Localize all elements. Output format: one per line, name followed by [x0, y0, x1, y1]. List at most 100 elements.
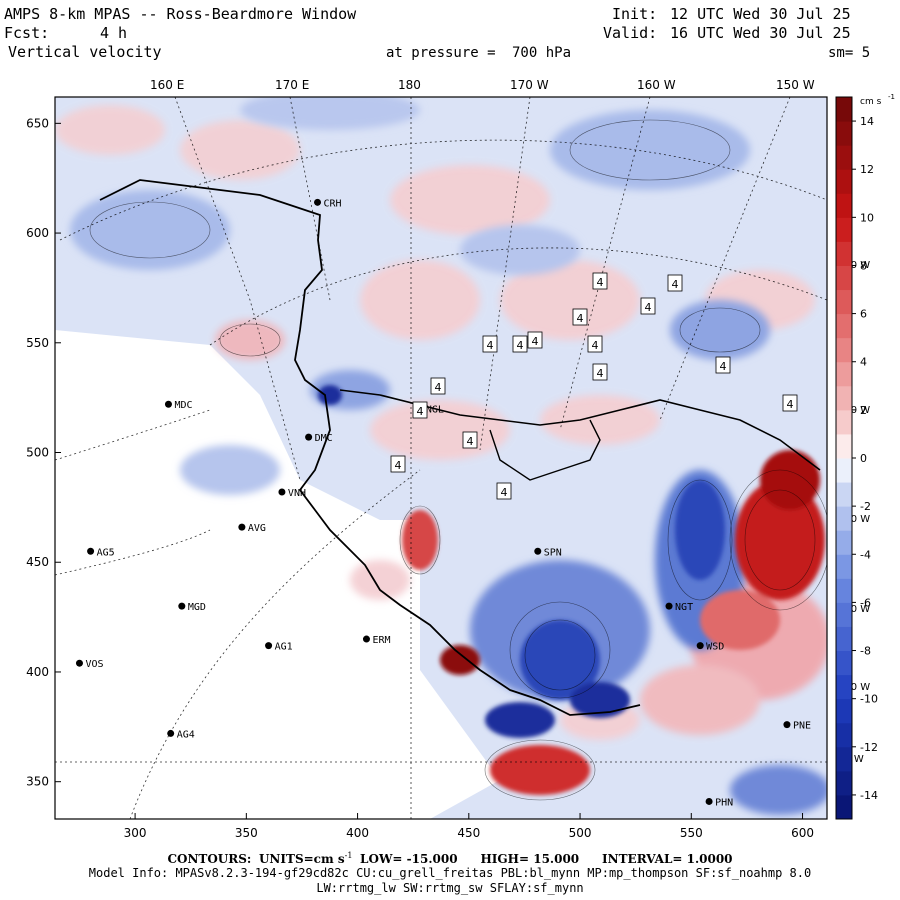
y-tick-label: 450	[26, 555, 49, 569]
colorbar-segment	[836, 289, 852, 315]
extremum-value: 4	[395, 459, 402, 472]
colorbar: 14 12 10 8 6 4 2 0 -2 -4 -6 -8 -10 -12 -14 cm s -1	[835, 93, 895, 820]
lon-label: 160 E	[150, 78, 185, 92]
forecast-hour: 4 h	[100, 24, 128, 42]
station-marker: AG1	[265, 642, 293, 653]
colorbar-unit: cm s	[860, 97, 882, 107]
extremum-box	[390, 455, 406, 473]
extremum-label: 4	[496, 482, 512, 500]
init-time: 12 UTC Wed 30 Jul 25	[670, 5, 851, 23]
station-dot	[705, 797, 713, 805]
x-tick-label: 550	[680, 826, 703, 840]
colorbar-segment	[836, 794, 852, 820]
colorbar-segment	[836, 433, 852, 459]
extremum-label: 4	[667, 274, 683, 292]
edge-lon-label: 130 W	[838, 405, 870, 416]
station-marker: MGD	[178, 602, 206, 613]
colorbar-segment	[836, 770, 852, 796]
model-info: Model Info: MPASv8.2.3-194-gf29cd82c CU:…	[88, 866, 812, 880]
station-dot	[87, 547, 95, 555]
colorbar-segment	[836, 409, 852, 435]
y-tick-label: 600	[26, 226, 49, 240]
colorbar-segment	[836, 506, 852, 531]
colorbar-tick-label: -8	[860, 645, 871, 658]
station-dot	[534, 547, 542, 555]
colorbar-tick-label: -14	[860, 789, 878, 802]
extremum-box	[587, 335, 603, 353]
colorbar-unit-exponent: -1	[888, 93, 895, 101]
colorbar-tick-label: -2	[860, 500, 871, 513]
station-dot	[278, 488, 286, 496]
colorbar-segment	[836, 674, 852, 700]
extremum-label: 4	[512, 335, 528, 353]
colorbar-segment	[836, 746, 852, 772]
station-label: AVG	[248, 523, 266, 534]
station-marker: AG5	[87, 547, 115, 558]
lon-label: 160 W	[637, 78, 676, 92]
velocity-field	[55, 97, 827, 819]
colorbar-segment	[836, 313, 852, 339]
pressure-value: 700 hPa	[512, 45, 572, 61]
station-label: MGD	[188, 602, 206, 613]
units-text: UNITS=cm s	[258, 852, 345, 866]
edge-lon-label: 110 W	[838, 604, 870, 615]
smoothing-value: sm= 5	[828, 45, 871, 61]
x-tick-label: 450	[457, 826, 480, 840]
extremum-box	[412, 401, 428, 419]
colorbar-tick-label: 0	[860, 452, 867, 465]
colorbar-tick-label: -12	[860, 741, 878, 754]
extremum-value: 4	[597, 367, 604, 380]
extremum-label: 4	[572, 308, 588, 326]
extremum-label: 4	[592, 363, 608, 381]
valid-label: Valid:	[603, 24, 658, 42]
colorbar-tick-label: 10	[860, 211, 874, 224]
colorbar-segment	[836, 169, 852, 194]
edge-lon-label: 100 W	[838, 682, 870, 693]
x-tick-label: 500	[569, 826, 592, 840]
station-label: MDC	[174, 400, 192, 411]
colorbar-tick-label: -4	[860, 548, 871, 561]
extremum-value: 4	[720, 360, 727, 373]
extremum-value: 4	[417, 405, 424, 418]
extremum-value: 4	[532, 335, 539, 348]
station-marker: AG4	[167, 729, 195, 740]
station-label: CRH	[324, 198, 342, 209]
extremum-box	[496, 482, 512, 500]
y-tick-label: 350	[26, 775, 49, 789]
extremum-label: 4	[782, 394, 798, 412]
y-tick-label: 500	[26, 446, 49, 460]
station-dot	[783, 721, 791, 729]
station-label: NGL	[426, 405, 444, 416]
station-dot	[178, 602, 186, 610]
station-dot	[362, 635, 370, 643]
station-label: SPN	[544, 547, 562, 558]
extremum-value: 4	[592, 339, 599, 352]
y-tick-label: 650	[26, 116, 49, 130]
station-marker: PHN	[705, 797, 733, 808]
extremum-label: 4	[462, 431, 478, 449]
extremum-box	[715, 356, 731, 374]
extremum-value: 4	[597, 276, 604, 289]
colorbar-segment	[836, 698, 852, 724]
pressure-label: at pressure =	[386, 45, 496, 61]
y-axis: 350 400 450 500 550 600 650	[26, 116, 61, 789]
colorbar-tick-label: 12	[860, 163, 874, 176]
station-label: PHN	[715, 797, 733, 808]
station-label: DMC	[315, 433, 333, 444]
extremum-label: 4	[482, 335, 498, 353]
station-dot	[238, 523, 246, 531]
station-marker: MDC	[164, 400, 193, 411]
station-marker: DMC	[305, 433, 333, 444]
station-label: WSD	[706, 642, 724, 653]
station-label: NGT	[675, 602, 693, 613]
station-label: VOS	[85, 659, 103, 670]
extremum-value: 4	[487, 339, 494, 352]
low-value: LOW= -15.000	[360, 852, 458, 866]
station-dot	[314, 198, 322, 206]
station-marker: SPN	[534, 547, 562, 558]
station-label: AG1	[275, 642, 293, 653]
colorbar-tick-label: 4	[860, 356, 867, 369]
extremum-box	[482, 335, 498, 353]
station-marker: PNE	[783, 721, 811, 732]
